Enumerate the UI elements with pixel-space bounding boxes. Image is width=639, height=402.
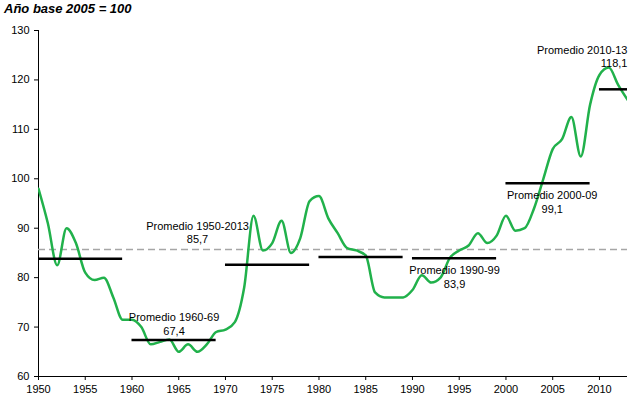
svg-text:80: 80	[17, 271, 29, 283]
svg-text:2005: 2005	[540, 383, 564, 395]
html-text:Año base 2005 = 100: Año base 2005 = 100	[4, 1, 132, 16]
svg-text:1980: 1980	[307, 383, 331, 395]
svg-text:1955: 1955	[73, 383, 97, 395]
svg-text:60: 60	[17, 370, 29, 382]
svg-text:2000: 2000	[494, 383, 518, 395]
svg-text:1975: 1975	[260, 383, 284, 395]
svg-text:1990: 1990	[400, 383, 424, 395]
svg-text:1995: 1995	[447, 383, 471, 395]
svg-text:100: 100	[11, 172, 29, 184]
svg-text:120: 120	[11, 73, 29, 85]
svg-text:2010: 2010	[587, 383, 611, 395]
svg-text:110: 110	[12, 123, 30, 135]
svg-text:1965: 1965	[166, 383, 190, 395]
svg-text:70: 70	[17, 321, 29, 333]
svg-text:1960: 1960	[120, 383, 144, 395]
svg-text:Promedio 2010-13118,1: Promedio 2010-13118,1	[537, 44, 628, 70]
svg-text:Promedio 1950-201385,7: Promedio 1950-201385,7	[146, 220, 249, 246]
svg-text:Promedio 2000-0999,1: Promedio 2000-0999,1	[507, 189, 598, 215]
svg-text:Promedio 1960-6967,4: Promedio 1960-6967,4	[129, 311, 220, 337]
svg-text:Promedio 1990-9983,9: Promedio 1990-9983,9	[409, 264, 500, 290]
svg-text:90: 90	[17, 222, 29, 234]
svg-text:1970: 1970	[213, 383, 237, 395]
svg-text:1950: 1950	[26, 383, 50, 395]
svg-text:130: 130	[11, 24, 29, 36]
svg-text:1985: 1985	[353, 383, 377, 395]
